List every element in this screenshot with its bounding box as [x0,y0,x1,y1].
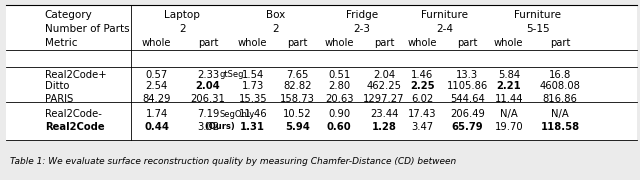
Text: 13.3: 13.3 [456,70,478,80]
Text: part: part [287,38,308,48]
Text: 16.8: 16.8 [549,70,571,80]
Text: 20.63: 20.63 [325,94,353,104]
Text: 1.46: 1.46 [412,70,433,80]
Text: 2: 2 [272,24,278,34]
Text: 206.49: 206.49 [450,109,484,119]
Text: 2.33: 2.33 [197,70,219,80]
Text: N/A: N/A [500,109,518,119]
Text: 84.29: 84.29 [143,94,171,104]
Text: Fridge: Fridge [346,10,378,20]
Text: 3.02: 3.02 [197,122,219,132]
Text: whole: whole [494,38,524,48]
Text: 1.54: 1.54 [242,70,264,80]
Text: part: part [550,38,570,48]
Text: 65.79: 65.79 [451,122,483,132]
Text: 15.35: 15.35 [239,94,267,104]
Text: 206.31: 206.31 [191,94,225,104]
Text: 5-15: 5-15 [526,24,549,34]
Text: Real2Code-: Real2Code- [45,109,102,119]
Text: 82.82: 82.82 [284,81,312,91]
Text: Category: Category [45,10,93,20]
Text: 0.44: 0.44 [144,122,170,132]
Text: SegOnly: SegOnly [220,110,255,119]
Text: whole: whole [142,38,172,48]
Text: 5.84: 5.84 [498,70,520,80]
Text: part: part [374,38,394,48]
Text: 1.28: 1.28 [372,122,396,132]
Text: 6.02: 6.02 [412,94,433,104]
Text: 3.47: 3.47 [412,122,433,132]
Text: 0.60: 0.60 [327,122,351,132]
Text: 11.44: 11.44 [495,94,523,104]
Text: 2.21: 2.21 [497,81,521,91]
Text: 1105.86: 1105.86 [447,81,488,91]
Text: whole: whole [408,38,437,48]
Text: 158.73: 158.73 [280,94,315,104]
Text: 2.54: 2.54 [146,81,168,91]
Text: Laptop: Laptop [164,10,200,20]
Text: 23.44: 23.44 [370,109,398,119]
Text: Metric: Metric [45,38,77,48]
Text: 7.19: 7.19 [197,109,219,119]
Text: 1.74: 1.74 [146,109,168,119]
Text: 2.04: 2.04 [196,81,220,91]
Text: N/A: N/A [551,109,569,119]
Text: 0.57: 0.57 [146,70,168,80]
Text: (Ours): (Ours) [202,122,235,131]
Text: part: part [198,38,218,48]
Text: 11.46: 11.46 [239,109,267,119]
Bar [6,5,637,140]
Text: Real2Code+: Real2Code+ [45,70,106,80]
Text: 19.70: 19.70 [495,122,523,132]
Text: gtSeg: gtSeg [220,70,244,79]
Text: 544.64: 544.64 [450,94,484,104]
Text: 2-3: 2-3 [353,24,370,34]
Text: 10.52: 10.52 [284,109,312,119]
Text: 816.86: 816.86 [543,94,577,104]
Text: 7.65: 7.65 [287,70,308,80]
Text: 4608.08: 4608.08 [540,81,580,91]
Text: 5.94: 5.94 [285,122,310,132]
Text: 1.31: 1.31 [240,122,266,132]
Text: Furniture: Furniture [421,10,468,20]
Text: Box: Box [266,10,285,20]
Text: Number of Parts: Number of Parts [45,24,129,34]
Text: whole: whole [238,38,268,48]
Text: PARIS: PARIS [45,94,73,104]
Text: 2.25: 2.25 [410,81,435,91]
Text: whole: whole [324,38,354,48]
Text: 2-4: 2-4 [436,24,453,34]
Text: Ditto: Ditto [45,81,69,91]
Text: 17.43: 17.43 [408,109,436,119]
Text: 462.25: 462.25 [367,81,401,91]
Text: Furniture: Furniture [514,10,561,20]
Text: Real2Code: Real2Code [45,122,104,132]
Text: 1297.27: 1297.27 [364,94,404,104]
Text: 1.73: 1.73 [242,81,264,91]
Text: 2.80: 2.80 [328,81,350,91]
Text: 0.90: 0.90 [328,109,350,119]
Text: 118.58: 118.58 [540,122,580,132]
Text: part: part [457,38,477,48]
Text: 2: 2 [179,24,186,34]
Text: Table 1: We evaluate surface reconstruction quality by measuring Chamfer-Distanc: Table 1: We evaluate surface reconstruct… [10,158,456,166]
Text: 0.51: 0.51 [328,70,350,80]
Text: 2.04: 2.04 [373,70,395,80]
